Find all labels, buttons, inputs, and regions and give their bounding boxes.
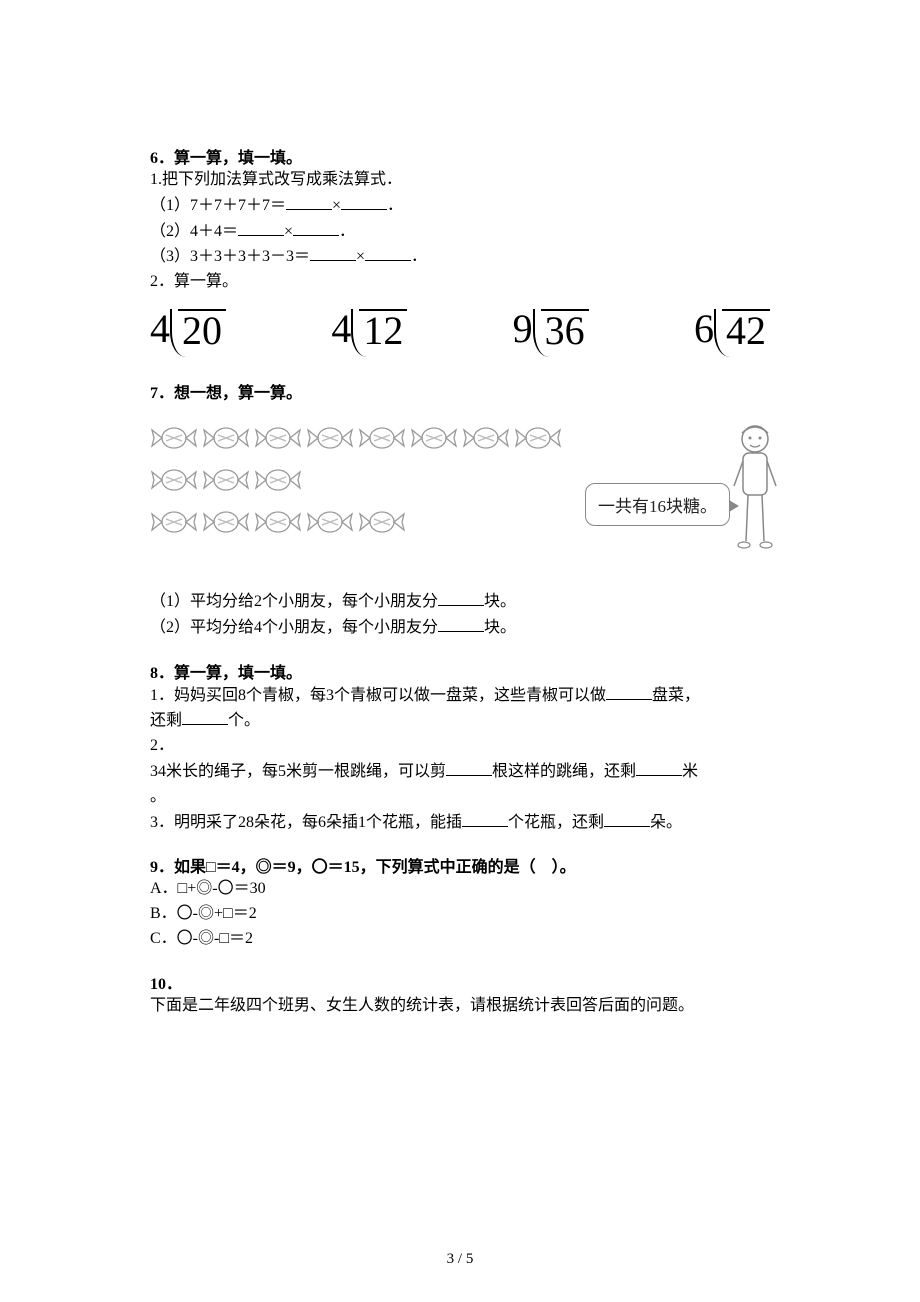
q8-line3: 3．明明采了28朵花，每6朵插1个花瓶，能插 个花瓶，还剩 朵。 [150,810,780,836]
q9-a: A．□+◎-〇＝30 [150,877,780,902]
q8-l1a: 1．妈妈买回8个青椒，每3个青椒可以做一盘菜，这些青椒可以做 [150,687,606,704]
candy-icon [254,463,302,497]
candy-icon [306,505,354,539]
q6-l1b: × [332,197,341,214]
candy-row [150,505,562,539]
q6-line3: （3）3＋3＋3＋3－3＝ × ． [150,244,780,270]
longdiv: 6 42 [694,309,770,351]
q8-l3c: 朵。 [650,814,682,831]
q6-l1c: ． [387,197,403,214]
blank [636,759,682,776]
q8-l2b: 34米长的绳子，每5米剪一根跳绳，可以剪 [150,763,446,780]
q8-l1d: 个。 [228,712,260,729]
blank [446,759,492,776]
longdiv: 4 12 [331,309,407,351]
q7-l2b: 块。 [484,619,516,636]
q6-l1a: （1）7＋7＋7＋7＝ [150,197,286,214]
blank [604,810,650,827]
q8-l2e: 。 [150,785,780,810]
blank [182,708,228,725]
q6-l3a: （3）3＋3＋3＋3－3＝ [150,248,310,265]
divisor: 9 [513,309,535,349]
candy-row [150,421,562,455]
q6-line1: （1）7＋7＋7＋7＝ × ． [150,193,780,219]
page: 6．算一算，填一填。 1.把下列加法算式改写成乘法算式． （1）7＋7＋7＋7＝… [0,0,920,1302]
blank [293,219,339,236]
divisor: 4 [331,309,353,349]
candy-icon [202,505,250,539]
q8-l2c: 根这样的跳绳，还剩 [492,763,636,780]
q7-title: 7．想一想，算一算。 [150,379,780,403]
q6-l2c: ． [339,223,355,240]
q6-title: 6．算一算，填一填。 [150,144,780,168]
q8-line1: 1．妈妈买回8个青椒，每3个青椒可以做一盘菜，这些青椒可以做 盘菜， [150,683,780,709]
q10-body: 下面是二年级四个班男、女生人数的统计表，请根据统计表回答后面的问题。 [150,994,780,1019]
candy-icon [254,505,302,539]
blank [238,219,284,236]
candy-icon [150,463,198,497]
blank [310,244,356,261]
blank [438,615,484,632]
q7-l1a: （1）平均分给2个小朋友，每个小朋友分 [150,593,438,610]
q8-line2: 34米长的绳子，每5米剪一根跳绳，可以剪 根这样的跳绳，还剩 米 [150,759,780,785]
q6-p1: 1.把下列加法算式改写成乘法算式． [150,168,780,193]
q8-l2a: 2． [150,734,780,759]
q6-l2a: （2）4＋4＝ [150,223,238,240]
candy-icon [358,505,406,539]
q6-p2: 2．算一算。 [150,270,780,295]
divisor: 6 [694,309,716,349]
q9-title: 9．如果□＝4，◎＝9，〇＝15，下列算式中正确的是（ ）。 [150,853,780,877]
candy-icon [514,421,562,455]
candy-illustration: 一共有16块糖。 [150,413,780,583]
q10-title: 10． [150,970,780,994]
candy-row [150,463,562,497]
blank [286,193,332,210]
q7-line2: （2）平均分给4个小朋友，每个小朋友分 块。 [150,615,780,641]
candy-icon [254,421,302,455]
candy-icon [462,421,510,455]
q7-l2a: （2）平均分给4个小朋友，每个小朋友分 [150,619,438,636]
dividend: 42 [722,309,770,351]
q6-line2: （2）4＋4＝ × ． [150,219,780,245]
candy-icon [150,505,198,539]
q7-line1: （1）平均分给2个小朋友，每个小朋友分 块。 [150,589,780,615]
dividend: 36 [541,309,589,351]
candy-rows [150,421,562,547]
q9-b: B．〇-◎+□＝2 [150,902,780,927]
divisor: 4 [150,309,172,349]
q8-line1b: 还剩 个。 [150,708,780,734]
candy-icon [410,421,458,455]
dividend: 12 [359,309,407,351]
q8-title: 8．算一算，填一填。 [150,659,780,683]
speech-bubble: 一共有16块糖。 [585,483,730,526]
q6-l3c: ． [411,248,427,265]
longdiv: 9 36 [513,309,589,351]
longdiv-row: 4 20 4 12 9 36 6 42 [150,309,780,351]
q8-l3a: 3．明明采了28朵花，每6朵插1个花瓶，能插 [150,814,462,831]
blank [365,244,411,261]
longdiv: 4 20 [150,309,226,351]
q8-l3b: 个花瓶，还剩 [508,814,604,831]
q7-l1b: 块。 [484,593,516,610]
q6-l3b: × [356,248,365,265]
q8-l1b: 盘菜， [652,687,700,704]
page-footer: 3 / 5 [0,1251,920,1268]
person-icon [730,421,780,571]
blank [438,589,484,606]
candy-icon [202,463,250,497]
q9-c: C．〇-◎-□＝2 [150,927,780,952]
candy-icon [202,421,250,455]
blank [606,683,652,700]
dividend: 20 [178,309,226,351]
blank [462,810,508,827]
q8-l2d: 米 [682,763,698,780]
candy-icon [306,421,354,455]
candy-icon [150,421,198,455]
q8-l1c: 还剩 [150,712,182,729]
blank [341,193,387,210]
candy-icon [358,421,406,455]
q6-l2b: × [284,223,293,240]
